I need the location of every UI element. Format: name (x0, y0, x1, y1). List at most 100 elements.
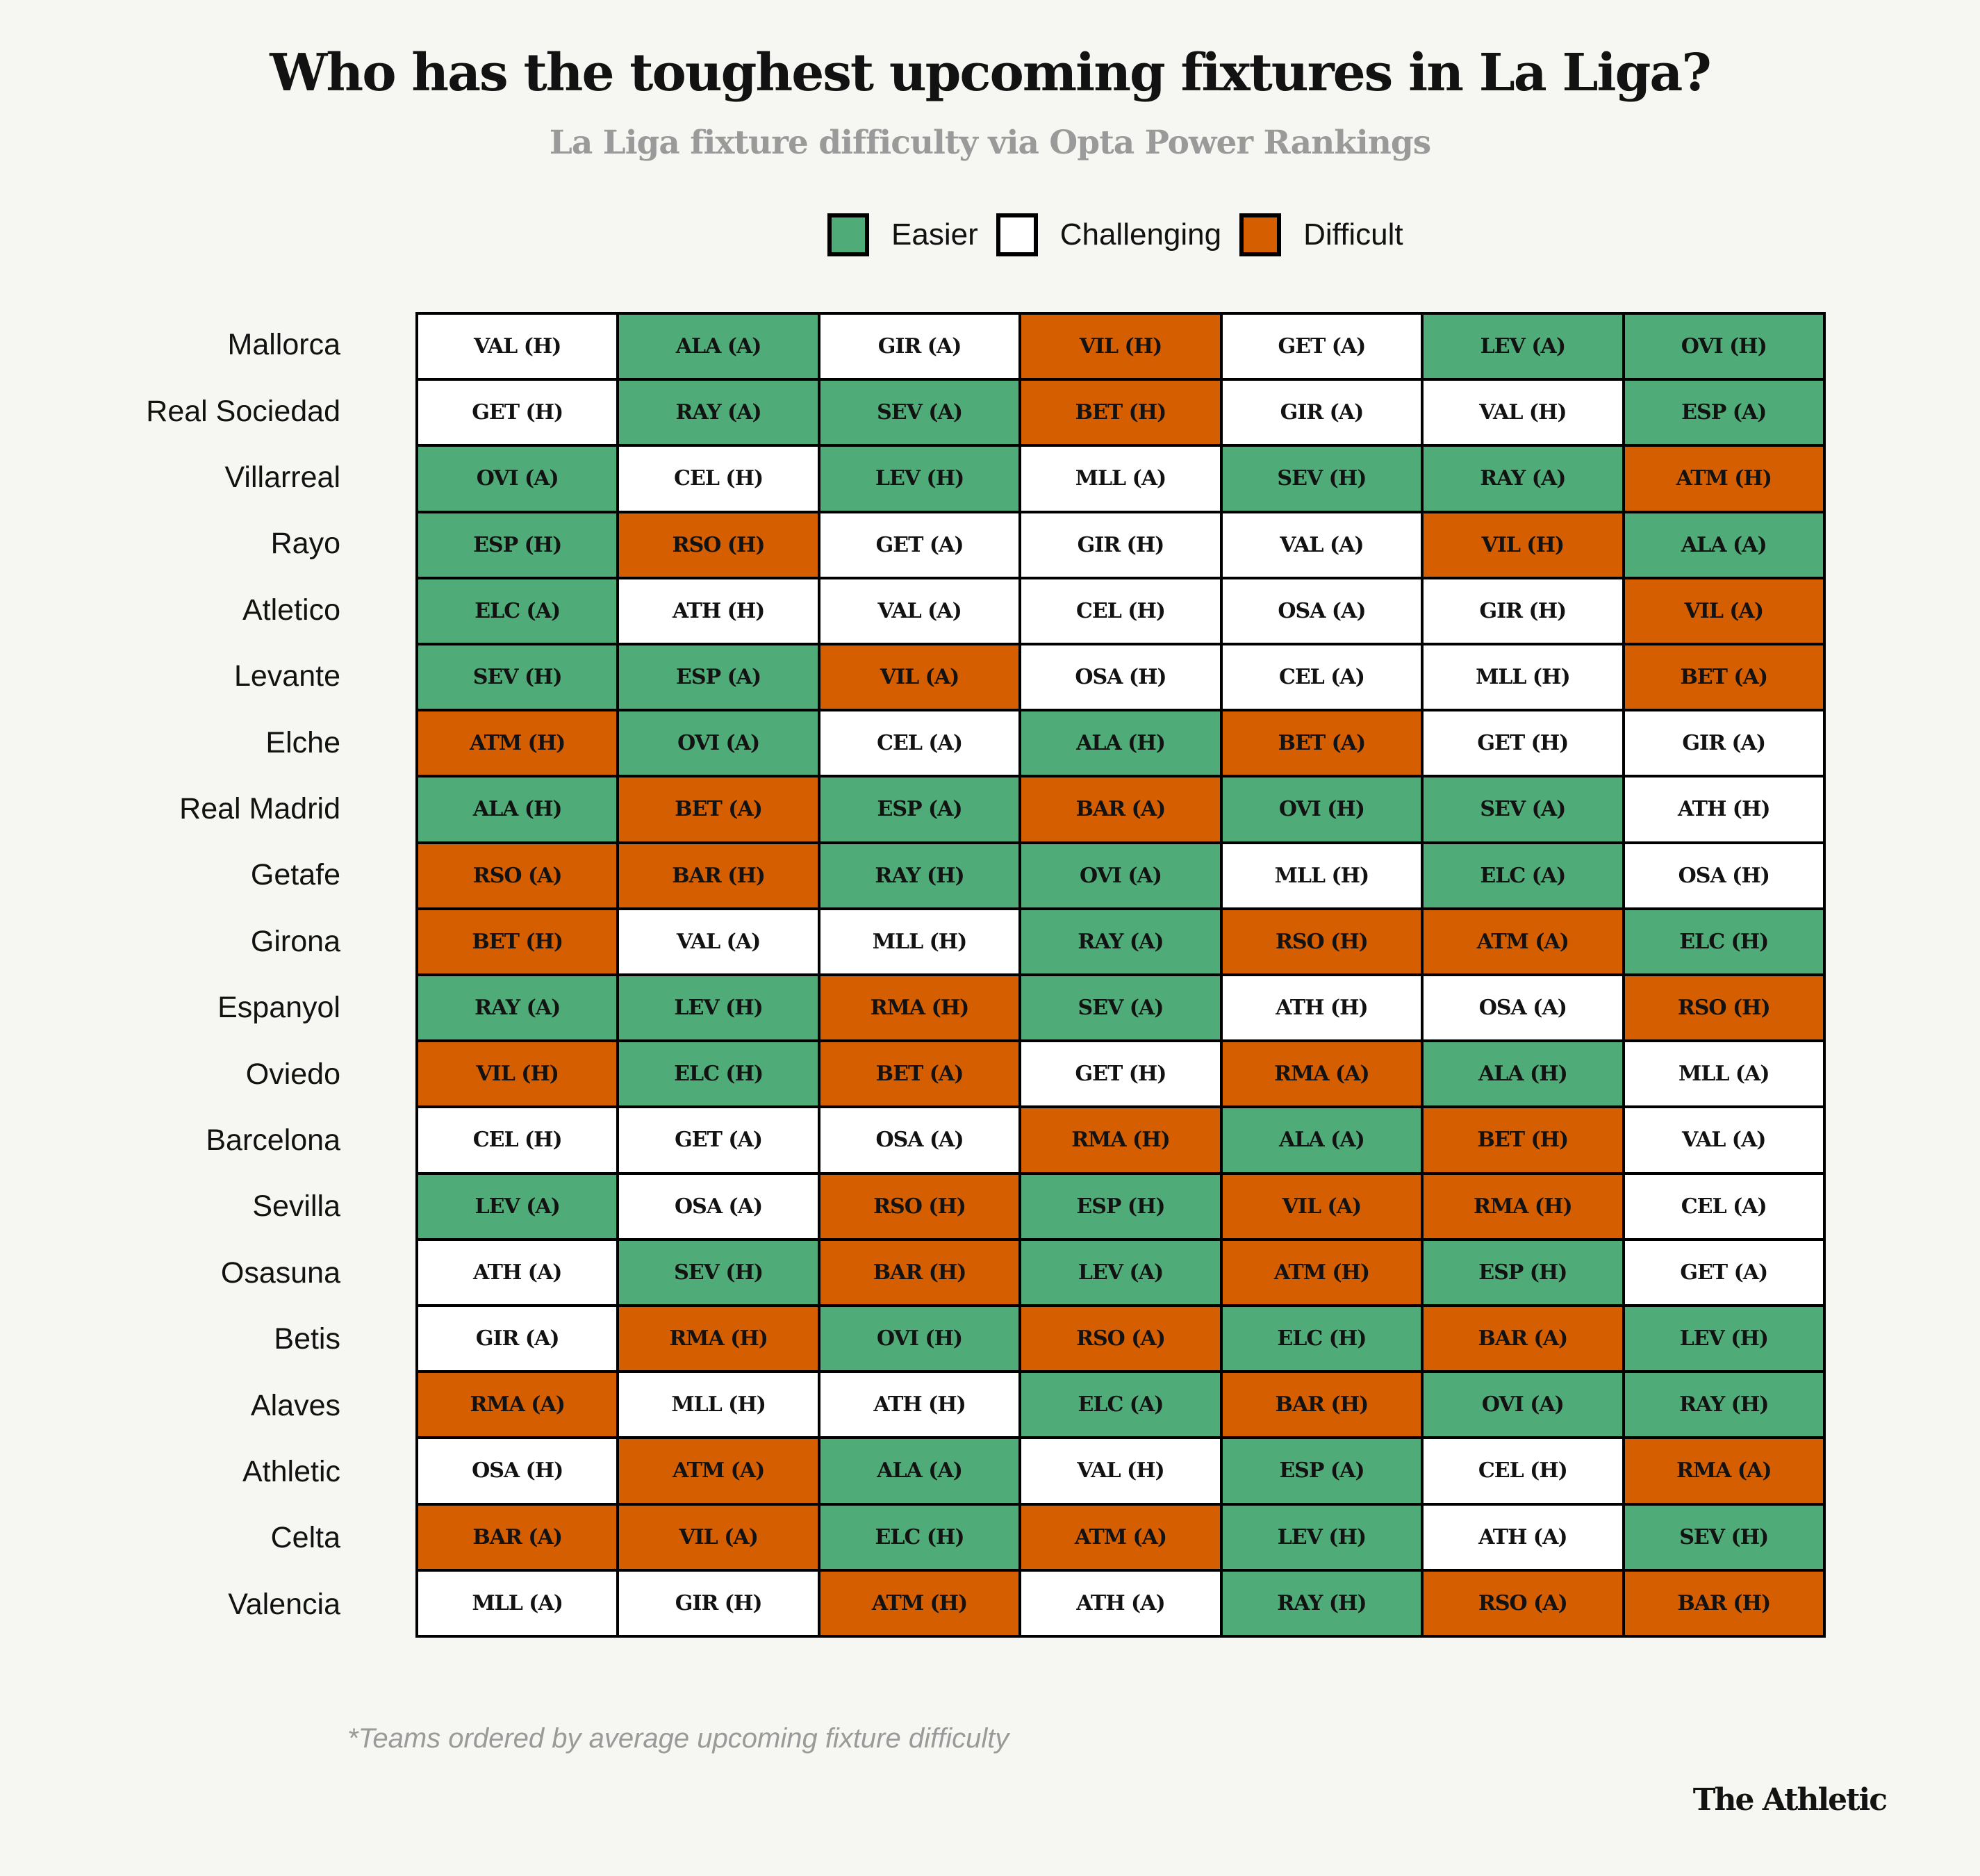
fixture-cell: ALA (A) (619, 315, 818, 379)
fixture-cell: RMA (H) (1021, 1108, 1220, 1172)
fixture-cell: MLL (H) (1222, 844, 1421, 907)
fixture-cell: RAY (A) (418, 976, 617, 1040)
fixture-cell: OVI (A) (418, 447, 617, 511)
fixture-cell: RSO (A) (1021, 1306, 1220, 1371)
fixture-cell: VIL (A) (619, 1505, 818, 1569)
fixture-cell: VAL (H) (1021, 1439, 1220, 1503)
fixture-cell: GIR (H) (1424, 579, 1622, 643)
team-label: Villarreal (224, 460, 341, 494)
team-label: Espanyol (217, 991, 340, 1025)
fixture-cell: GIR (H) (1021, 513, 1220, 577)
fixture-cell: ALA (A) (1222, 1108, 1421, 1172)
fixture-cell: LEV (A) (1021, 1240, 1220, 1304)
fixture-cell: ATM (H) (820, 1571, 1019, 1635)
fixture-cell: OVI (A) (619, 711, 818, 775)
fixture-cell: ATM (H) (418, 711, 617, 775)
fixture-cell: ATH (H) (820, 1373, 1019, 1437)
fixture-cell: ALA (A) (820, 1439, 1019, 1503)
fixture-cell: LEV (A) (418, 1174, 617, 1238)
fixture-cell: ATH (A) (418, 1240, 617, 1304)
fixture-cell: SEV (H) (1222, 447, 1421, 511)
fixture-cell: BET (H) (418, 910, 617, 973)
fixture-cell: RSO (H) (1222, 910, 1421, 973)
fixture-cell: BET (A) (1222, 711, 1421, 775)
fixture-cell: GIR (A) (820, 315, 1019, 379)
fixture-cell: CEL (H) (418, 1108, 617, 1172)
fixture-cell: RMA (H) (619, 1306, 818, 1371)
fixture-cell: OSA (A) (820, 1108, 1019, 1172)
fixture-cell: OVI (H) (1222, 777, 1421, 841)
fixture-cell: LEV (A) (1424, 315, 1622, 379)
fixture-cell: BAR (H) (1624, 1571, 1823, 1635)
fixture-cell: VAL (A) (820, 579, 1019, 643)
fixture-cell: GIR (A) (1222, 381, 1421, 445)
fixture-cell: LEV (H) (820, 447, 1019, 511)
team-label: Getafe (250, 858, 340, 892)
fixture-cell: ATH (A) (1424, 1505, 1622, 1569)
fixture-cell: CEL (H) (1424, 1439, 1622, 1503)
team-label: Elche (265, 725, 340, 759)
fixture-cell: ESP (A) (820, 777, 1019, 841)
chart-title: Who has the toughest upcoming fixtures i… (270, 43, 1711, 103)
fixture-cell: RSO (H) (820, 1174, 1019, 1238)
legend-item-difficult: Difficult (1239, 213, 1403, 256)
legend-item-challenging: Challenging (996, 213, 1221, 256)
fixture-cell: ATM (H) (1624, 447, 1823, 511)
team-label: Osasuna (220, 1256, 340, 1290)
fixture-cell: RAY (A) (1021, 910, 1220, 973)
fixture-cell: OSA (H) (1624, 844, 1823, 907)
fixture-cell: RAY (H) (1222, 1571, 1421, 1635)
fixture-cell: VIL (A) (1624, 579, 1823, 643)
team-label: Rayo (270, 527, 340, 561)
fixture-cell: ATH (H) (1624, 777, 1823, 841)
fixture-cell: BAR (A) (1424, 1306, 1622, 1371)
fixture-cell: ESP (A) (1222, 1439, 1421, 1503)
fixture-cell: VIL (H) (1021, 315, 1220, 379)
fixture-cell: BAR (A) (418, 1505, 617, 1569)
fixture-cell: VIL (H) (418, 1042, 617, 1106)
fixture-cell: BAR (H) (619, 844, 818, 907)
fixture-cell: ELC (H) (619, 1042, 818, 1106)
fixture-cell: VAL (H) (418, 315, 617, 379)
fixture-cell: ESP (A) (1624, 381, 1823, 445)
fixture-cell: LEV (H) (619, 976, 818, 1040)
fixture-cell: ALA (H) (418, 777, 617, 841)
fixture-cell: GET (A) (820, 513, 1019, 577)
fixture-cell: VAL (A) (1624, 1108, 1823, 1172)
fixture-cell: OSA (H) (418, 1439, 617, 1503)
fixture-cell: ELC (H) (820, 1505, 1019, 1569)
fixture-cell: ATH (H) (1222, 976, 1421, 1040)
fixture-cell: CEL (A) (820, 711, 1019, 775)
fixture-cell: VAL (A) (1222, 513, 1421, 577)
fixture-cell: RAY (H) (1624, 1373, 1823, 1437)
fixture-cell: GET (H) (418, 381, 617, 445)
fixture-cell: GET (A) (1222, 315, 1421, 379)
fixture-cell: BET (A) (820, 1042, 1019, 1106)
fixture-cell: VIL (A) (1222, 1174, 1421, 1238)
fixture-cell: ATM (H) (1222, 1240, 1421, 1304)
fixture-cell: ESP (H) (418, 513, 617, 577)
legend-label-challenging: Challenging (1059, 217, 1222, 252)
fixture-cell: OVI (A) (1021, 844, 1220, 907)
fixture-cell: BET (A) (1624, 645, 1823, 709)
fixture-cell: SEV (A) (1021, 976, 1220, 1040)
legend: Easier Challenging Difficult (827, 210, 1421, 260)
fixture-cell: CEL (A) (1624, 1174, 1823, 1238)
fixture-cell: RMA (H) (1424, 1174, 1622, 1238)
fixture-cell: ATM (A) (619, 1439, 818, 1503)
fixture-cell: ELC (H) (1222, 1306, 1421, 1371)
fixture-cell: GIR (A) (1624, 711, 1823, 775)
fixture-cell: RSO (A) (418, 844, 617, 907)
fixture-cell: GET (A) (619, 1108, 818, 1172)
fixture-cell: SEV (H) (1624, 1505, 1823, 1569)
fixture-cell: MLL (A) (1624, 1042, 1823, 1106)
fixture-cell: RMA (H) (820, 976, 1019, 1040)
fixture-cell: VIL (H) (1424, 513, 1622, 577)
team-label: Mallorca (227, 328, 341, 362)
fixture-cell: OSA (A) (1424, 976, 1622, 1040)
team-label: Alaves (250, 1388, 340, 1422)
fixture-cell: ESP (H) (1021, 1174, 1220, 1238)
brand-logo: The Athletic (1692, 1782, 1888, 1818)
team-label: Atletico (242, 593, 340, 627)
fixture-cell: ELC (A) (1424, 844, 1622, 907)
